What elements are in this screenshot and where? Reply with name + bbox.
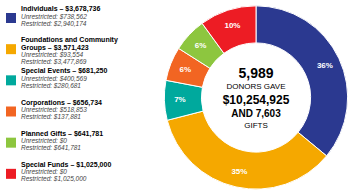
svg-text:Unrestricted: $400,569: Unrestricted: $400,569: [21, 75, 87, 82]
svg-text:Special Events – $681,250: Special Events – $681,250: [21, 67, 108, 75]
svg-text:5,989: 5,989: [238, 65, 273, 81]
svg-text:Unrestricted: $0: Unrestricted: $0: [21, 168, 67, 175]
svg-text:Restricted: $2,940,174: Restricted: $2,940,174: [21, 20, 87, 27]
svg-text:6%: 6%: [195, 41, 207, 50]
svg-text:Unrestricted: $738,562: Unrestricted: $738,562: [21, 13, 87, 20]
svg-text:Restricted: $641,781: Restricted: $641,781: [21, 144, 81, 151]
svg-text:Planned Gifts – $641,781: Planned Gifts – $641,781: [21, 129, 104, 137]
svg-text:Foundations and Community: Foundations and Community: [21, 36, 118, 44]
svg-text:Restricted: $3,477,869: Restricted: $3,477,869: [21, 58, 87, 65]
svg-text:Special Funds – $1,025,000: Special Funds – $1,025,000: [21, 160, 112, 168]
svg-text:Unrestricted: $0: Unrestricted: $0: [21, 137, 67, 144]
svg-text:Unrestricted: $518,853: Unrestricted: $518,853: [21, 106, 87, 113]
svg-text:Restricted: $280,681: Restricted: $280,681: [21, 82, 81, 89]
svg-text:Groups – $3,571,423: Groups – $3,571,423: [21, 43, 89, 51]
svg-text:Unrestricted: $93,554: Unrestricted: $93,554: [21, 51, 84, 58]
svg-text:GIFTS: GIFTS: [244, 121, 268, 130]
svg-text:Corporations – $656,734: Corporations – $656,734: [21, 98, 102, 106]
svg-text:Individuals – $3,678,736: Individuals – $3,678,736: [21, 5, 101, 12]
svg-text:36%: 36%: [317, 61, 333, 70]
svg-text:10%: 10%: [224, 21, 240, 30]
svg-text:35%: 35%: [231, 167, 247, 176]
svg-text:6%: 6%: [179, 65, 191, 74]
svg-text:$10,254,925: $10,254,925: [223, 93, 290, 107]
svg-text:Restricted: $1,025,000: Restricted: $1,025,000: [21, 175, 87, 182]
svg-text:DONORS GAVE: DONORS GAVE: [227, 82, 286, 91]
svg-text:Restricted: $137,881: Restricted: $137,881: [21, 113, 81, 120]
svg-text:7%: 7%: [174, 95, 186, 104]
svg-text:AND 7,603: AND 7,603: [231, 108, 281, 119]
